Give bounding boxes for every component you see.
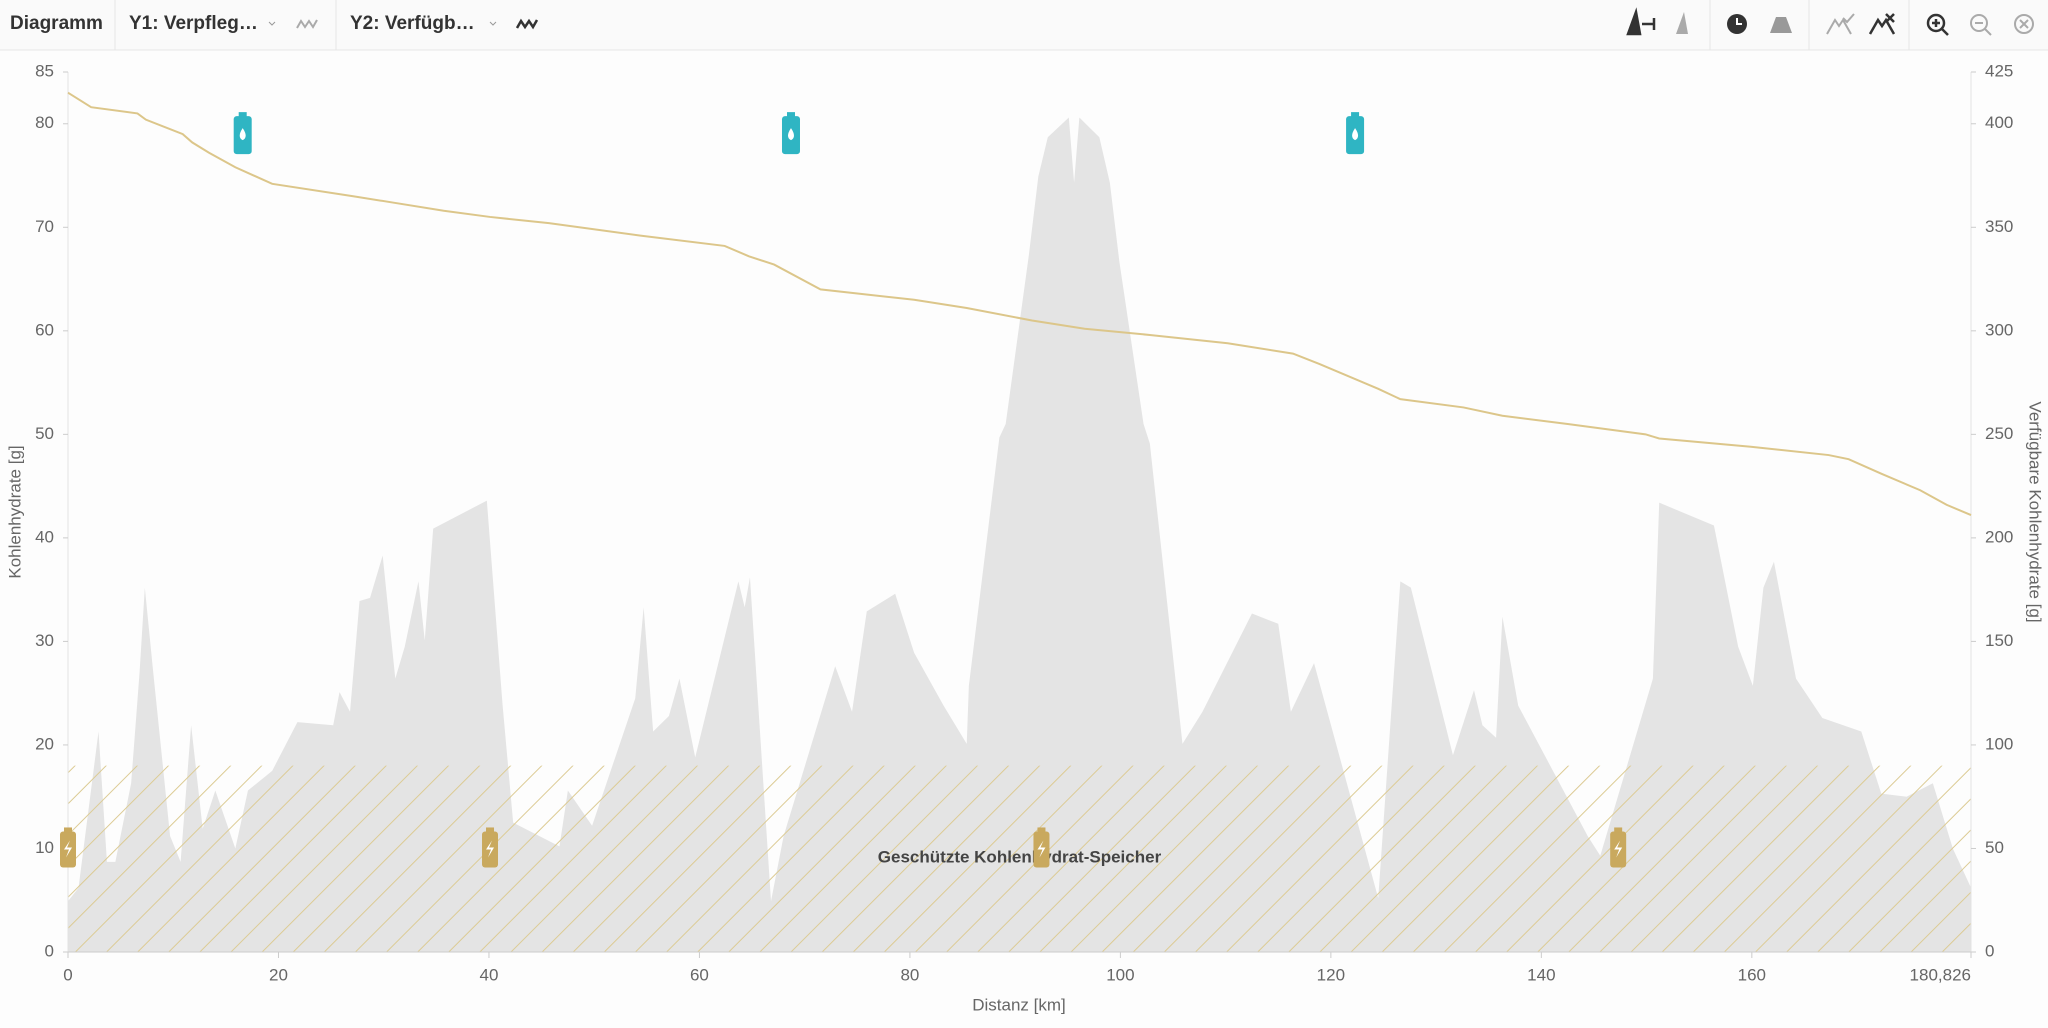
y2-axis-title: Verfügbare Kohlenhydrate [g] xyxy=(2026,401,2045,622)
y2-style[interactable] xyxy=(515,18,539,30)
y2-selector[interactable]: Y2: Verfügb… xyxy=(350,13,475,34)
y-tick-label: 20 xyxy=(35,734,54,753)
gel-marker xyxy=(1033,827,1050,868)
y2-tick-label: 0 xyxy=(1985,941,1994,960)
x-tick-label: 140 xyxy=(1527,965,1555,984)
protected-zone-label: Geschützte Kohlenhydrat-Speicher xyxy=(878,847,1162,866)
gel-cap xyxy=(1614,827,1623,833)
y-tick-label: 80 xyxy=(35,113,54,132)
zoom-out[interactable] xyxy=(1970,14,1992,36)
x-tick-label: 20 xyxy=(269,965,288,984)
y1-selector[interactable]: Y1: Verpfleg… xyxy=(129,13,258,34)
y-tick-label: 50 xyxy=(35,424,54,443)
y-tick-label: 10 xyxy=(35,838,54,857)
y1-style[interactable] xyxy=(296,19,318,29)
gel-marker xyxy=(482,827,499,868)
drink-drop xyxy=(787,128,794,141)
gel-cap xyxy=(486,827,495,833)
zoom-in[interactable] xyxy=(1926,13,1949,36)
y-axis-title: Kohlenhydrate [g] xyxy=(5,445,24,578)
drink-marker xyxy=(781,112,800,155)
zoom-reset[interactable] xyxy=(2014,14,2034,34)
toolbar-icons xyxy=(1626,0,2034,50)
series-line xyxy=(67,91,1972,517)
y2-tick-label: 200 xyxy=(1985,527,2013,546)
y2-tick-label: 150 xyxy=(1985,631,2013,650)
icon-button[interactable] xyxy=(1626,7,1656,36)
y-tick-label: 0 xyxy=(45,941,54,960)
plot: 0102030405060708085050100150200250300350… xyxy=(35,61,2013,984)
x-tick-label: 100 xyxy=(1106,965,1134,984)
drink-marker xyxy=(1346,112,1365,155)
drink-drop xyxy=(239,128,246,141)
x-tick-label: 60 xyxy=(690,965,709,984)
gel-bolt xyxy=(64,840,72,858)
x-tick-label: 120 xyxy=(1317,965,1345,984)
gel-bolt xyxy=(1037,840,1046,858)
x-tick-label: 0 xyxy=(63,965,72,984)
y2-tick-label: 250 xyxy=(1985,424,2013,443)
gel-cap xyxy=(1037,827,1046,833)
profile-area xyxy=(68,117,1971,953)
gel-cap xyxy=(64,827,72,833)
drink-drop xyxy=(1352,128,1359,141)
drink-cap xyxy=(786,112,795,118)
icon-button[interactable] xyxy=(1826,13,1855,35)
y2-tick-label: 50 xyxy=(1985,838,2004,857)
gel-bolt xyxy=(486,840,495,858)
icon-button[interactable] xyxy=(1770,17,1792,33)
y-tick-label: 30 xyxy=(35,631,54,650)
icon-button[interactable] xyxy=(1676,12,1688,34)
gel-marker xyxy=(1610,827,1627,868)
x-tick-label: 160 xyxy=(1738,965,1766,984)
y-tick-label: 85 xyxy=(35,61,54,80)
y2-tick-label: 400 xyxy=(1985,113,2013,132)
x-tick-label: 40 xyxy=(479,965,498,984)
x-tick-label: 180,826 xyxy=(1910,965,1971,984)
dropdown-arrow[interactable] xyxy=(268,21,276,26)
y-tick-label: 70 xyxy=(35,217,54,236)
toolbar-title: Diagramm xyxy=(10,13,103,34)
x-tick-label: 80 xyxy=(900,965,919,984)
icon-button[interactable] xyxy=(1868,13,1896,35)
drink-cap xyxy=(238,112,247,118)
protected-zone xyxy=(68,765,1971,952)
y2-tick-label: 350 xyxy=(1985,217,2013,236)
drink-marker xyxy=(233,112,252,155)
x-axis-title: Distanz [km] xyxy=(972,995,1066,1014)
toolbar xyxy=(0,0,2048,50)
y-tick-label: 40 xyxy=(35,527,54,546)
y2-tick-label: 100 xyxy=(1985,734,2013,753)
y2-tick-label: 300 xyxy=(1985,320,2013,339)
y-tick-label: 60 xyxy=(35,320,54,339)
dropdown-arrow[interactable] xyxy=(489,21,497,26)
gel-bolt xyxy=(1614,840,1623,858)
drink-cap xyxy=(1351,112,1360,118)
gel-marker xyxy=(60,827,76,868)
y2-tick-label: 425 xyxy=(1985,61,2013,80)
